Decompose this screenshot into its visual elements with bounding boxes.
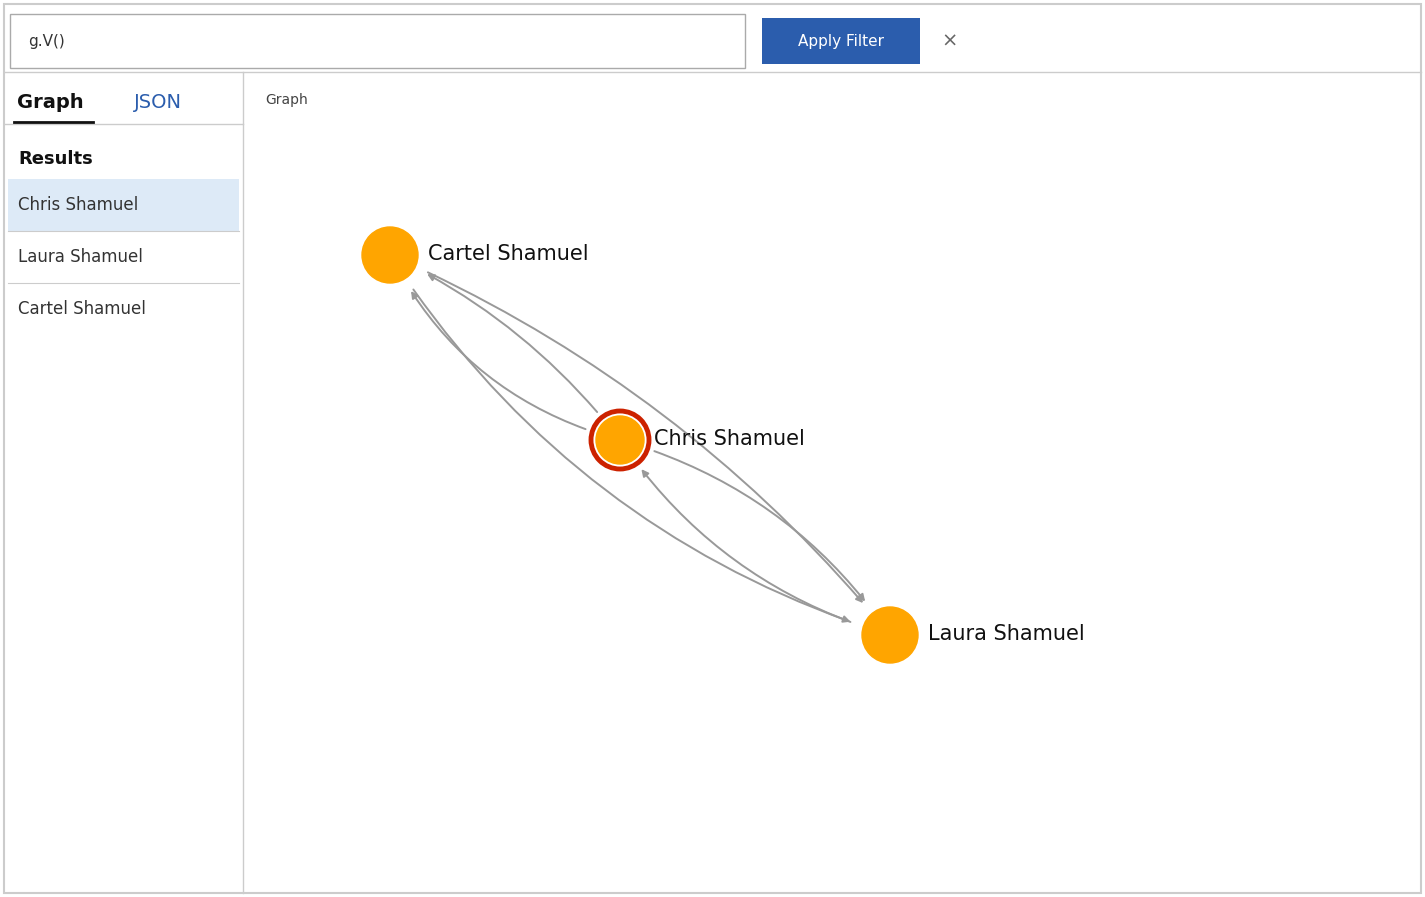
- Text: Cartel Shamuel: Cartel Shamuel: [19, 300, 145, 318]
- FancyArrowPatch shape: [643, 471, 851, 622]
- Text: g.V(): g.V(): [28, 33, 64, 48]
- Bar: [9, 179, 239, 231]
- Text: Laura Shamuel: Laura Shamuel: [19, 248, 142, 266]
- Text: Chris Shamuel: Chris Shamuel: [19, 196, 138, 214]
- Bar: [10, 14, 745, 68]
- Text: Graph: Graph: [265, 93, 308, 107]
- Circle shape: [596, 416, 644, 464]
- Text: ×: ×: [942, 31, 958, 50]
- Text: Chris Shamuel: Chris Shamuel: [654, 429, 805, 449]
- Text: Apply Filter: Apply Filter: [798, 33, 884, 48]
- FancyArrowPatch shape: [412, 292, 586, 429]
- Circle shape: [862, 607, 918, 663]
- Circle shape: [362, 227, 418, 283]
- Text: Graph: Graph: [17, 92, 83, 111]
- FancyArrowPatch shape: [654, 451, 864, 600]
- FancyArrowPatch shape: [428, 273, 862, 602]
- Text: Laura Shamuel: Laura Shamuel: [928, 624, 1084, 644]
- Text: Cartel Shamuel: Cartel Shamuel: [428, 244, 589, 264]
- Text: JSON: JSON: [134, 92, 182, 111]
- FancyArrowPatch shape: [429, 275, 597, 412]
- Bar: [762, 18, 921, 64]
- FancyArrowPatch shape: [413, 290, 848, 622]
- Text: Results: Results: [19, 150, 93, 168]
